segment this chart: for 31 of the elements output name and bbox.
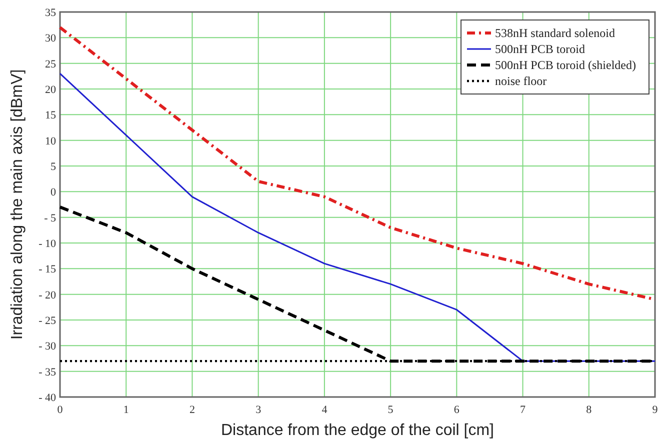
legend-label: noise floor xyxy=(495,74,547,88)
y-axis-title: Irradiation along the main axis [dBmV] xyxy=(9,69,26,340)
x-tick-label: 4 xyxy=(322,404,328,416)
legend-label: 500nH PCB toroid xyxy=(495,42,586,56)
y-tick-label: - 30 xyxy=(38,340,56,353)
y-tick-label: 0 xyxy=(50,186,56,199)
y-tick-label: - 35 xyxy=(38,366,56,378)
x-tick-label: 9 xyxy=(652,404,658,416)
y-tick-label: - 15 xyxy=(38,264,56,276)
y-tick-label: - 5 xyxy=(44,212,56,224)
y-tick-label: 5 xyxy=(50,161,56,173)
y-tick-label: 20 xyxy=(45,84,56,96)
y-tick-label: - 25 xyxy=(38,315,56,327)
y-tick-label: 35 xyxy=(45,7,56,19)
x-tick-label: 8 xyxy=(586,404,592,416)
y-tick-label: 30 xyxy=(45,32,56,45)
legend-label: 500nH PCB toroid (shielded) xyxy=(495,58,636,72)
y-tick-label: - 40 xyxy=(38,392,56,404)
y-tick-label: - 10 xyxy=(38,238,56,250)
x-tick-label: 1 xyxy=(123,404,129,416)
legend-label: 538nH standard solenoid xyxy=(495,26,615,40)
x-tick-label: 2 xyxy=(189,404,195,416)
x-tick-label: 3 xyxy=(256,404,262,416)
x-tick-label: 7 xyxy=(520,404,526,416)
y-tick-label: 15 xyxy=(45,110,56,122)
y-tick-label: 25 xyxy=(45,58,56,70)
x-tick-label: 6 xyxy=(454,404,460,416)
x-tick-label: 5 xyxy=(388,404,394,416)
x-axis-title: Distance from the edge of the coil [cm] xyxy=(220,422,494,439)
y-tick-label: 10 xyxy=(45,135,56,148)
y-tick-label: - 20 xyxy=(38,289,56,302)
